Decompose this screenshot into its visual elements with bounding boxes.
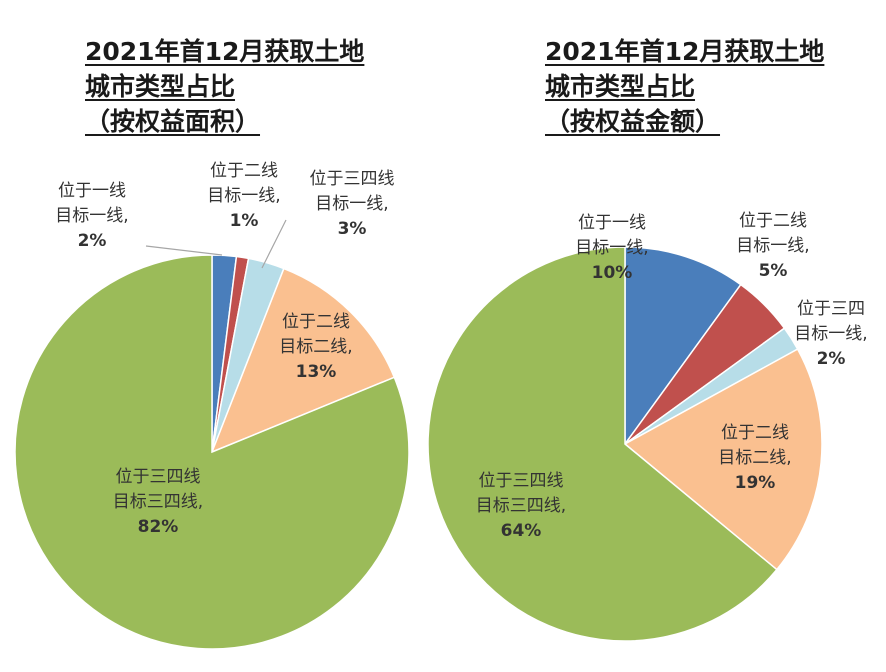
pie-right: 位于一线目标一线,10%位于二线目标一线,5%位于三四目标一线,2%位于二线目标… (427, 211, 868, 642)
pie-1-label-4-line-1: 目标三四线, (476, 496, 566, 516)
pie-0-label-4-line-2: 82% (138, 517, 179, 537)
left-chart-title: 2021年首12月获取土地 城市类型占比 （按权益面积） (85, 34, 364, 139)
pie-0-label-1-line-2: 1% (230, 211, 259, 231)
pie-1-slice-0 (624, 246, 742, 447)
pie-0-label-4-line-1: 目标三四线, (113, 492, 203, 512)
pie-1-label-0-line-0: 位于一线 (578, 213, 646, 233)
pie-1-label-1-line-0: 位于二线 (739, 211, 807, 231)
pie-1-label-3-line-1: 目标二线, (718, 448, 791, 468)
pie-1-label-4-line-0: 位于三四线 (479, 471, 564, 491)
pie-0-label-3-line-1: 目标二线, (279, 337, 352, 357)
pie-0-label-0-line-0: 位于一线 (58, 181, 126, 201)
pie-0-slice-4 (14, 254, 410, 650)
right-title-line-2: 城市类型占比 (545, 72, 696, 101)
pie-0-leader-0 (145, 245, 223, 256)
left-title-line-3: （按权益面积） (85, 107, 261, 136)
pie-left: 位于一线目标一线,2%位于二线目标一线,1%位于三四线目标一线,3%位于二线目标… (14, 161, 410, 650)
pie-0-label-3-line-0: 位于二线 (282, 312, 350, 332)
left-title-line-1: 2021年首12月获取土地 (85, 37, 365, 66)
pie-0-label-2-line-0: 位于三四线 (310, 169, 395, 189)
right-title-line-1: 2021年首12月获取土地 (545, 37, 825, 66)
pie-0-label-2-line-2: 3% (338, 219, 367, 239)
pie-1-label-0-line-2: 10% (592, 263, 633, 283)
pie-0-label-2-line-1: 目标一线, (315, 194, 388, 214)
pie-1-label-2-line-0: 位于三四 (797, 299, 865, 319)
pie-0-label-3-line-2: 13% (296, 362, 337, 382)
pie-1-slice-4 (427, 246, 778, 642)
pie-0-label-0-line-2: 2% (78, 231, 107, 251)
pie-0-slice-3 (210, 267, 396, 454)
pie-1-label-1-line-1: 目标一线, (736, 236, 809, 256)
pie-0-leader-2 (261, 219, 287, 269)
pie-1-label-2-line-1: 目标一线, (794, 324, 867, 344)
left-title-line-2: 城市类型占比 (85, 72, 236, 101)
right-chart-title: 2021年首12月获取土地 城市类型占比 （按权益金额） (545, 34, 824, 139)
pie-1-label-3-line-0: 位于二线 (721, 423, 789, 443)
pie-1-slice-3 (623, 348, 823, 571)
pie-0-label-0-line-1: 目标一线, (55, 206, 128, 226)
pie-1-label-0-line-1: 目标一线, (575, 238, 648, 258)
pie-1-label-4-line-2: 64% (501, 521, 542, 541)
pie-0-label-1-line-0: 位于二线 (210, 161, 278, 181)
pie-1-label-3-line-2: 19% (735, 473, 776, 493)
right-title-line-3: （按权益金额） (545, 107, 721, 136)
pie-0-label-4-line-0: 位于三四线 (116, 467, 201, 487)
pie-1-label-2-line-2: 2% (817, 349, 846, 369)
pie-1-label-1-line-2: 5% (759, 261, 788, 281)
pie-0-label-1-line-1: 目标一线, (207, 186, 280, 206)
